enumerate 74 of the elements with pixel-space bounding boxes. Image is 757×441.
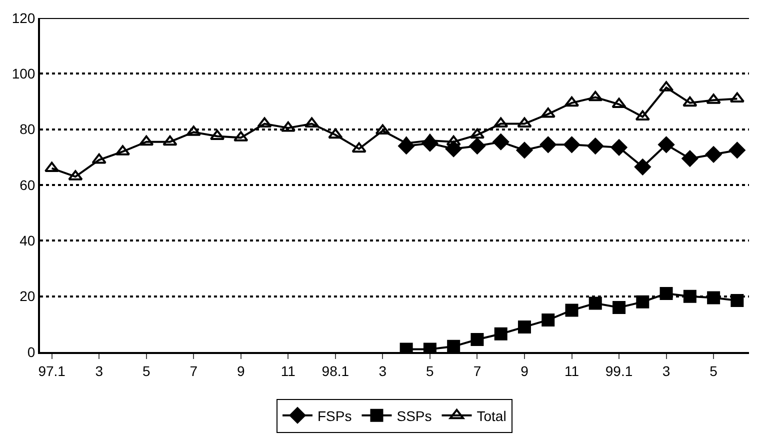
point bbox=[588, 90, 603, 102]
y-tick-label: 60 bbox=[20, 176, 36, 193]
point bbox=[470, 128, 485, 139]
point bbox=[683, 290, 696, 303]
x-tick-label: 98.1 bbox=[322, 362, 350, 379]
legend-label: Total bbox=[476, 408, 506, 424]
y-tick-label: 100 bbox=[12, 66, 36, 82]
point bbox=[682, 96, 698, 107]
x-tick-label: 97.1 bbox=[38, 362, 66, 379]
y-tick-label: 20 bbox=[20, 288, 36, 304]
y-tick-label: 80 bbox=[20, 121, 36, 138]
x-tick-label: 9 bbox=[236, 362, 245, 379]
legend-label: SSPs bbox=[396, 408, 432, 424]
point bbox=[494, 117, 508, 128]
legend-label: FSPs bbox=[318, 408, 352, 424]
point bbox=[658, 136, 674, 153]
point bbox=[588, 296, 602, 310]
x-tick-label: 5 bbox=[710, 362, 718, 379]
point bbox=[447, 340, 460, 352]
point bbox=[610, 139, 628, 156]
x-tick-label: 9 bbox=[520, 362, 529, 379]
point bbox=[636, 295, 650, 308]
x-tick-label: 3 bbox=[662, 362, 670, 379]
x-tick-label: 7 bbox=[190, 362, 198, 379]
point bbox=[706, 94, 721, 104]
point bbox=[634, 158, 651, 176]
point bbox=[186, 126, 201, 136]
point bbox=[516, 142, 533, 158]
point bbox=[469, 138, 486, 154]
y-tick-label: 0 bbox=[27, 344, 36, 360]
point bbox=[162, 135, 178, 146]
y-tick-label: 120 bbox=[12, 10, 36, 26]
point bbox=[612, 300, 626, 314]
point bbox=[564, 96, 580, 107]
x-tick-label: 5 bbox=[142, 362, 150, 379]
x-tick-label: 5 bbox=[426, 362, 434, 379]
x-tick-label: 11 bbox=[280, 362, 296, 379]
point bbox=[518, 320, 531, 334]
point bbox=[729, 142, 746, 158]
point bbox=[542, 313, 555, 326]
point bbox=[587, 138, 604, 154]
x-tick-label: 3 bbox=[95, 362, 104, 379]
point bbox=[540, 136, 556, 153]
point bbox=[68, 170, 83, 180]
x-tick-label: 3 bbox=[378, 362, 387, 379]
point bbox=[635, 110, 650, 121]
point bbox=[707, 291, 720, 304]
point bbox=[304, 117, 320, 128]
point bbox=[492, 134, 509, 150]
point bbox=[470, 332, 484, 346]
point bbox=[352, 142, 366, 153]
point bbox=[92, 153, 106, 164]
x-tick-label: 7 bbox=[473, 362, 482, 379]
point bbox=[564, 136, 580, 153]
point bbox=[517, 117, 532, 128]
y-tick-label: 40 bbox=[20, 232, 36, 249]
point bbox=[612, 98, 626, 108]
point bbox=[682, 150, 698, 167]
point bbox=[234, 131, 248, 142]
point bbox=[139, 135, 154, 146]
point bbox=[257, 117, 272, 128]
point bbox=[565, 304, 578, 317]
point bbox=[328, 128, 343, 139]
point bbox=[446, 135, 461, 146]
point bbox=[705, 146, 722, 163]
x-tick-label: 99.1 bbox=[605, 362, 633, 379]
x-tick-label: 11 bbox=[564, 362, 580, 379]
point bbox=[540, 108, 556, 118]
point bbox=[280, 121, 296, 132]
point bbox=[210, 130, 225, 140]
point bbox=[660, 287, 673, 300]
point bbox=[44, 162, 60, 172]
point bbox=[730, 294, 744, 308]
point bbox=[494, 327, 508, 340]
